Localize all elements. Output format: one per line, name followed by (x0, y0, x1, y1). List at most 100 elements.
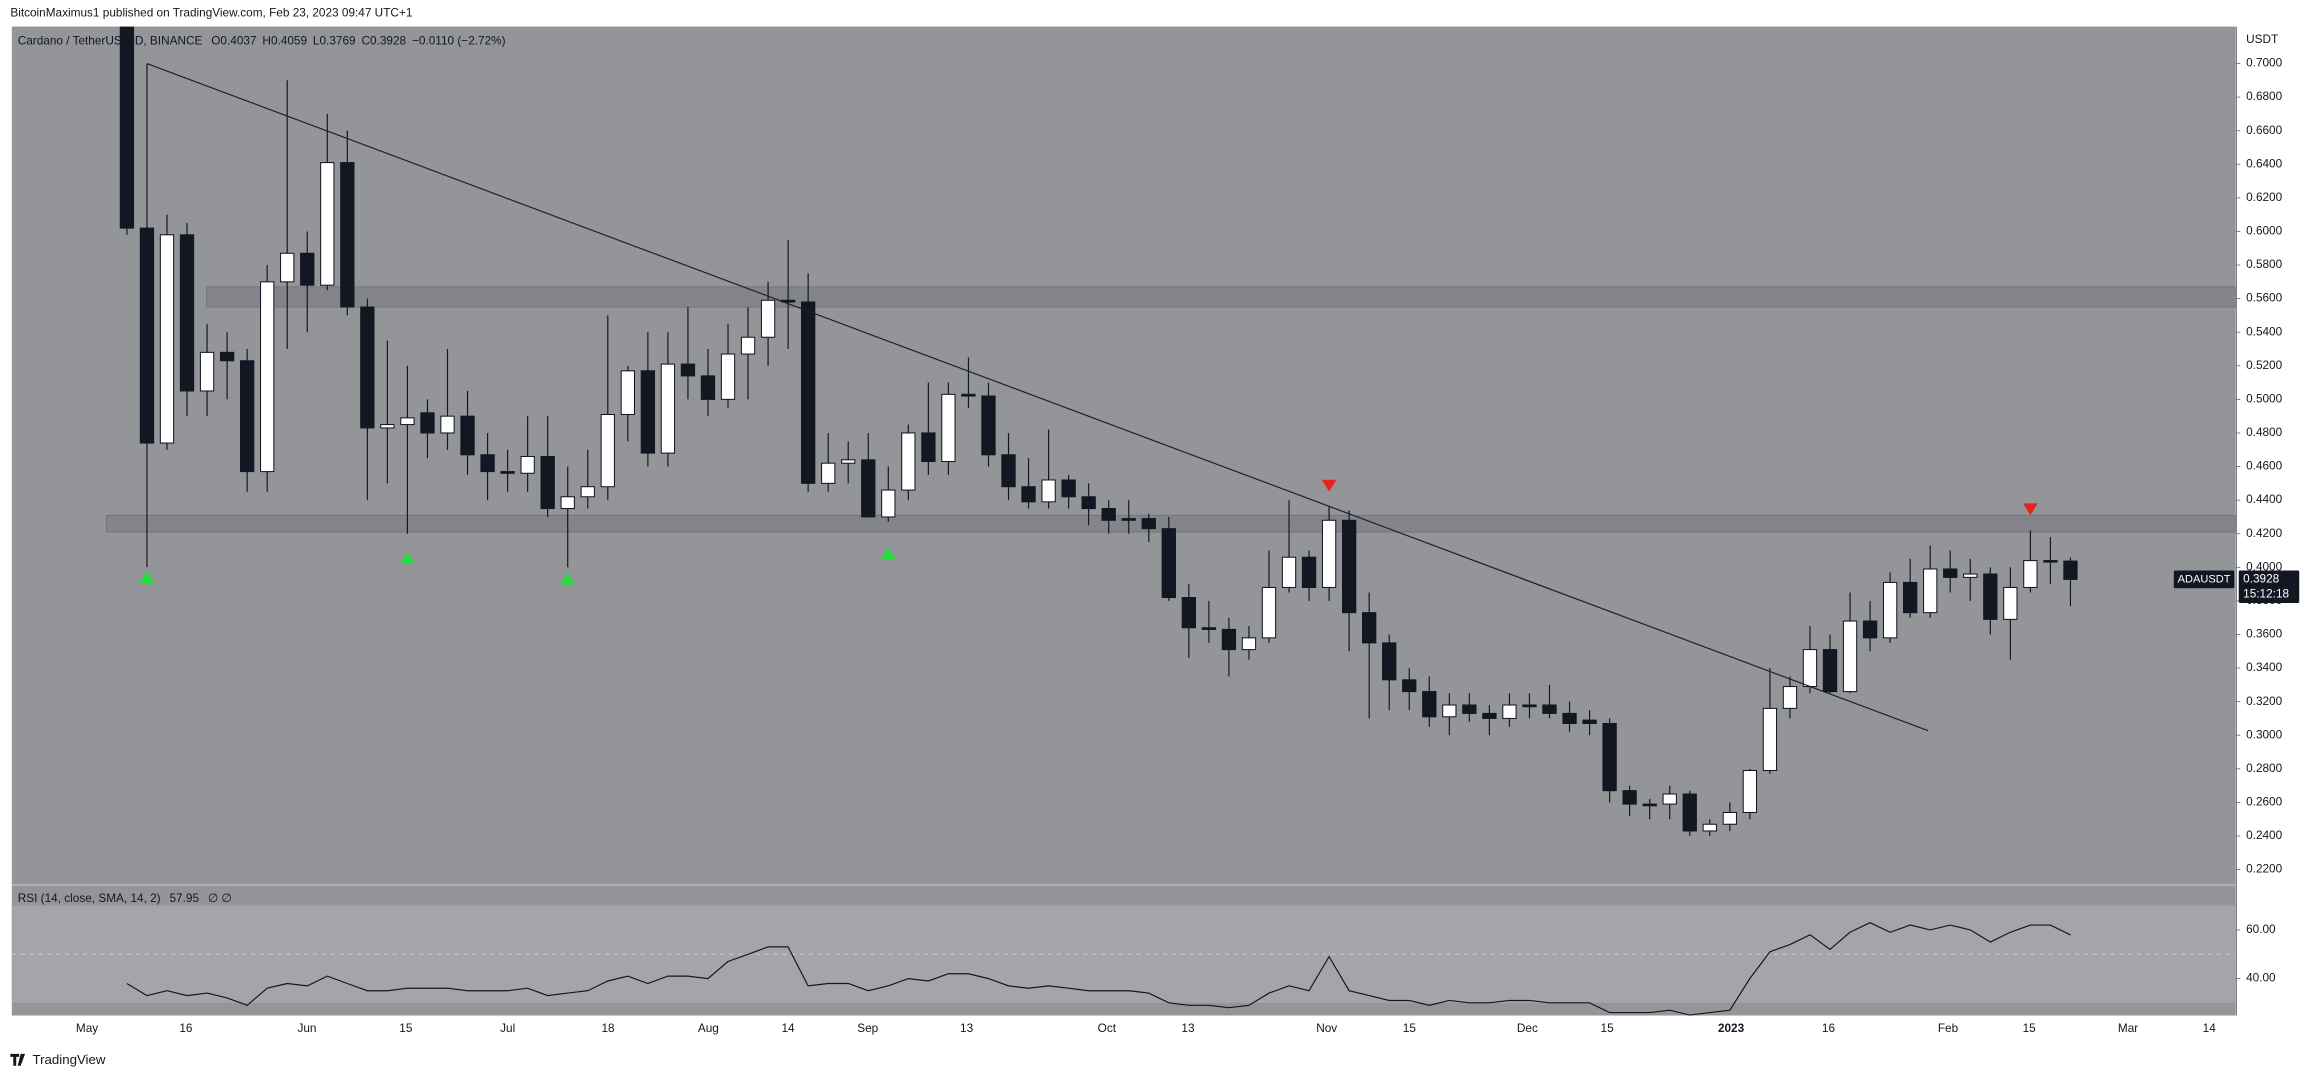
candle-body (1923, 568, 1938, 614)
candle-body (700, 375, 716, 400)
rsi-title: RSI (14, close, SMA, 14, 2) (18, 891, 161, 905)
y-tick-label: 0.3600 (2246, 627, 2283, 641)
candle-body (941, 393, 956, 463)
support-arrow (560, 572, 576, 585)
footer-brand: TradingView (32, 1052, 105, 1067)
y-tick-label: 0.3200 (2246, 694, 2283, 708)
candle-body (440, 415, 455, 434)
candle-body (1762, 707, 1778, 772)
zone (206, 286, 2236, 308)
candle-body (1782, 686, 1798, 709)
candle-body (1862, 620, 1878, 639)
candle-body (640, 370, 656, 454)
rsi-y-tick-label: 40.00 (2246, 971, 2276, 985)
x-tick-label: Jul (500, 1021, 515, 1035)
logo-mark (10, 1053, 26, 1066)
rsi-legend: RSI (14, close, SMA, 14, 2) 57.95 ∅ ∅ (18, 891, 232, 905)
x-tick-label: Feb (1938, 1021, 1959, 1035)
candle-body (1241, 637, 1257, 651)
candle-body (1362, 612, 1377, 644)
candle-body (1041, 479, 1056, 503)
candle-body (420, 412, 435, 434)
candle-body (239, 360, 255, 473)
x-tick-label: 16 (1822, 1021, 1836, 1035)
rsi-line (126, 922, 2071, 1016)
y-tick-label: 0.6600 (2246, 123, 2283, 137)
candle-body (1081, 496, 1096, 510)
candle-body (159, 234, 175, 444)
candle-body (1121, 518, 1136, 521)
y-tick-label: 0.2200 (2246, 862, 2283, 876)
y-tick-label: 0.5000 (2246, 391, 2283, 405)
candle-body (2023, 560, 2038, 588)
candle-body (460, 415, 475, 456)
candle-body (1341, 519, 1357, 614)
candle-body (1903, 581, 1918, 614)
x-tick-label: 15 (2023, 1021, 2037, 1035)
h-value: 0.4059 (271, 33, 307, 47)
candle-body (1963, 573, 1978, 578)
candle-body (360, 306, 375, 429)
candle-body (179, 234, 195, 392)
candle-body (1281, 556, 1297, 588)
candle-body (760, 299, 776, 338)
candle-body (600, 413, 615, 488)
x-tick-label: 16 (179, 1021, 193, 1035)
y-tick-label: 0.2400 (2246, 828, 2283, 842)
footer-logo: TradingView (10, 1052, 106, 1067)
candle-body (1321, 519, 1337, 588)
candle-body (219, 351, 235, 362)
candle-body (720, 353, 736, 400)
x-tick-label: 13 (960, 1021, 974, 1035)
support-arrow (139, 571, 155, 584)
o-value: 0.4037 (220, 33, 256, 47)
resistance-arrow (1321, 479, 1337, 492)
candle-body (1983, 573, 1998, 620)
support-arrow (400, 552, 415, 564)
y-tick-label: 0.6400 (2246, 156, 2283, 170)
candle-body (660, 363, 676, 454)
candle-body (1141, 518, 1156, 530)
symbol-title: Cardano / TetherUS, 3D, BINANCE (18, 33, 203, 47)
candle-body (500, 471, 515, 474)
candle-body (740, 336, 756, 355)
y-tick-label: 0.6800 (2246, 89, 2283, 103)
candle-body (480, 454, 495, 473)
h-label: H (262, 33, 271, 47)
candle-body (1722, 811, 1737, 825)
candle-body (540, 455, 555, 510)
candle-body (139, 227, 155, 444)
symbol-label: ADAUSDT (2178, 573, 2231, 585)
x-tick-label: 14 (781, 1021, 795, 1035)
symbol-box (2173, 570, 2235, 589)
x-tick-label: Aug (698, 1021, 719, 1035)
rsi-extra: ∅ ∅ (208, 891, 232, 905)
candle-body (1422, 691, 1437, 718)
candle-body (1542, 704, 1557, 714)
candle-body (2003, 586, 2018, 620)
candle-body (841, 459, 856, 464)
x-tick-label: 13 (1181, 1021, 1195, 1035)
support-arrow (880, 547, 896, 560)
currency-label: USDT (2246, 32, 2278, 46)
candle-body (1822, 649, 1838, 693)
x-tick-label: 15 (1403, 1021, 1417, 1035)
candle-body (260, 281, 275, 473)
candle-body (800, 301, 816, 484)
x-tick-label: Sep (857, 1021, 878, 1035)
y-tick-label: 0.2800 (2246, 761, 2283, 775)
rsi-y-tick-label: 60.00 (2246, 922, 2276, 936)
publisher: BitcoinMaximus1 published on TradingView… (10, 5, 412, 19)
x-tick-label: Dec (1517, 1021, 1538, 1035)
candle-body (580, 486, 595, 498)
candle-body (400, 417, 415, 426)
o-label: O (211, 33, 220, 47)
price-label: 0.3928 (2243, 572, 2280, 586)
candle-body (1943, 568, 1958, 578)
candle-body (1101, 508, 1116, 521)
candle-body (1562, 712, 1577, 725)
candle-body (1622, 790, 1637, 805)
price-box (2238, 570, 2300, 604)
y-tick-label: 0.6000 (2246, 224, 2283, 238)
